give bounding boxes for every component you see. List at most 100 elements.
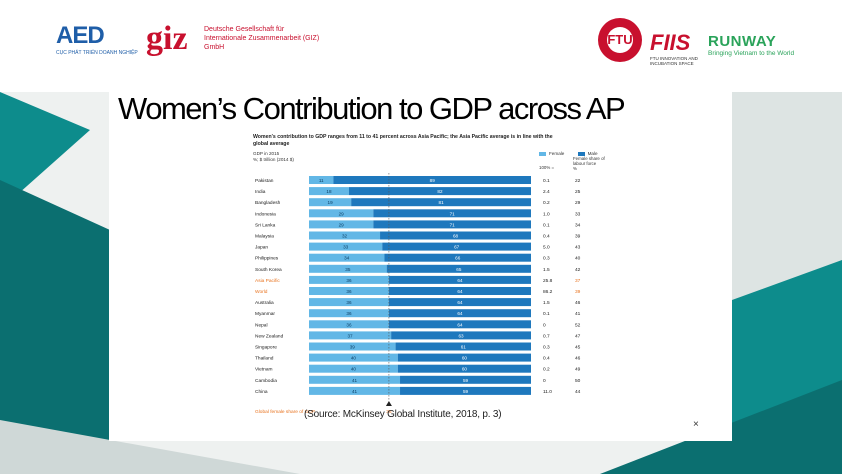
gdp-total-label: 1.5 [543, 267, 550, 273]
bar-male [388, 320, 531, 329]
male-value-label: 68 [453, 234, 459, 239]
bar-female [309, 176, 334, 184]
bar-male [351, 198, 531, 207]
female-share-label: 39 [575, 289, 581, 295]
female-value-label: 19 [328, 200, 334, 205]
bar-female [309, 287, 389, 295]
category-label: Philippines [255, 256, 279, 262]
fiis-logo: FIIS FTU INNOVATION AND INCUBATION SPACE [650, 30, 698, 67]
bar-male [373, 220, 531, 229]
bar-male [373, 209, 531, 218]
bar-female [309, 209, 374, 218]
male-value-label: 59 [463, 389, 469, 394]
bar-female [309, 331, 392, 340]
gdp-total-label: 1.5 [543, 300, 550, 306]
bar-female [309, 220, 374, 229]
bar-female [309, 264, 387, 273]
female-value-label: 41 [352, 378, 358, 383]
male-value-label: 64 [457, 311, 463, 316]
category-label: India [255, 189, 266, 195]
male-value-label: 71 [450, 222, 456, 227]
female-share-label: 43 [575, 245, 581, 251]
female-share-label: 45 [575, 345, 581, 351]
bar-male [388, 287, 531, 295]
female-value-label: 29 [339, 211, 345, 216]
bar-male [400, 386, 531, 395]
female-value-label: 32 [342, 234, 348, 239]
bar-male [397, 353, 531, 362]
male-value-label: 60 [462, 356, 468, 361]
female-value-label: 41 [352, 389, 358, 394]
male-value-label: 71 [450, 211, 456, 216]
chart-legend: Female Male [539, 151, 598, 156]
male-value-label: 59 [463, 378, 469, 383]
female-value-label: 36 [346, 300, 352, 305]
close-icon[interactable]: × [693, 419, 699, 430]
category-label: Nepal [255, 322, 268, 328]
female-share-label: 39 [575, 234, 581, 240]
category-label: Bangladesh [255, 200, 281, 206]
male-value-label: 64 [457, 278, 463, 283]
giz-logo: giz Deutsche Gesellschaft für Internatio… [146, 20, 320, 57]
gdp-total-label: 25.8 [543, 278, 553, 284]
bar-male [391, 331, 531, 340]
gdp-chart: Women's contribution to GDP ranges from … [253, 134, 613, 414]
reference-value: 36 [386, 409, 392, 414]
male-value-label: 81 [439, 200, 445, 205]
female-value-label: 29 [339, 222, 345, 227]
female-share-label: 46 [575, 356, 581, 362]
female-share-label: 34 [575, 222, 581, 228]
female-value-label: 36 [346, 289, 352, 294]
bar-male [395, 342, 531, 351]
category-label: World [255, 289, 268, 295]
ftu-seal-logo: FTU [598, 18, 642, 62]
female-value-label: 35 [345, 267, 351, 272]
chart-title: Women's contribution to GDP ranges from … [253, 134, 553, 147]
female-value-label: 18 [326, 189, 332, 194]
reference-marker [385, 401, 392, 406]
bar-female [309, 320, 389, 329]
bar-male [380, 231, 531, 240]
gdp-total-label: 2.4 [543, 189, 550, 195]
female-share-label: 49 [575, 367, 581, 373]
bar-female [309, 298, 389, 307]
bar-male [400, 375, 531, 384]
gdp-total-label: 0.2 [543, 367, 550, 373]
female-share-label: 37 [575, 278, 581, 284]
category-label: Thailand [255, 356, 274, 362]
chart-meta: GDP in 2015 %; $ trillion (2014 $) [253, 151, 294, 162]
bar-female [309, 386, 401, 395]
gdp-total-label: 0.4 [543, 356, 550, 362]
bar-male [388, 275, 531, 284]
col-head-total: 100% = [539, 165, 555, 170]
bar-female [309, 275, 389, 284]
female-share-label: 25 [575, 189, 581, 195]
female-value-label: 33 [343, 245, 349, 250]
male-value-label: 66 [455, 256, 461, 261]
gdp-total-label: 0.4 [543, 234, 550, 240]
category-label: Asia Pacific [255, 278, 280, 284]
female-share-label: 47 [575, 333, 581, 339]
male-value-label: 64 [457, 289, 463, 294]
legend-swatch-female [539, 151, 546, 156]
logo-bar [0, 0, 842, 92]
gdp-total-label: 0.7 [543, 333, 550, 339]
male-value-label: 82 [437, 189, 443, 194]
category-label: China [255, 389, 268, 395]
female-value-label: 40 [351, 367, 357, 372]
source-citation: (Source: McKinsey Global Institute, 2018… [304, 409, 502, 420]
gdp-total-label: 0 [543, 322, 546, 328]
category-label: Vietnam [255, 367, 273, 373]
male-value-label: 64 [457, 300, 463, 305]
bar-male [382, 242, 531, 251]
gdp-total-label: 0.3 [543, 256, 550, 262]
gdp-total-label: 0 [543, 378, 546, 384]
female-share-label: 50 [575, 378, 581, 384]
legend-swatch-male [577, 151, 585, 156]
slide-title: Women’s Contribution to GDP across AP [118, 91, 626, 126]
category-label: Singapore [255, 345, 277, 351]
category-label: Myanmar [255, 311, 275, 317]
runway-logo: RUNWAY Bringing Vietnam to the World [708, 33, 795, 58]
female-share-label: 40 [575, 256, 581, 262]
category-label: Malaysia [255, 234, 274, 240]
